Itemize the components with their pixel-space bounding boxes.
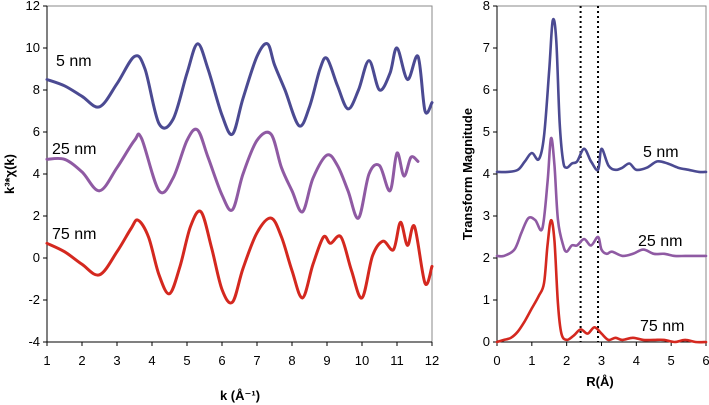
r-space-y-tick-label: 7: [483, 40, 490, 55]
r-space-y-tick-label: 0: [483, 334, 490, 349]
k-space-y-axis-label: k³*χ(k): [2, 154, 17, 194]
k-space-y-tick-label: 2: [33, 208, 40, 223]
k-space-x-ticks: 1 2 3 4 5 6 7 8 9 10 11 12: [43, 342, 439, 368]
k-space-x-tick-label: 5: [183, 353, 190, 368]
k-space-x-tick-label: 1: [43, 353, 50, 368]
k-space-x-tick-label: 2: [78, 353, 85, 368]
k-space-y-tick-label: -2: [28, 292, 40, 307]
r-space-x-tick-label: 2: [563, 353, 570, 368]
r-space-x-tick-label: 0: [493, 353, 500, 368]
r-space-label-5nm: 5 nm: [643, 144, 679, 161]
k-space-y-tick-label: 8: [33, 82, 40, 97]
r-space-x-tick-label: 5: [668, 353, 675, 368]
r-space-y-axis-label: Transform Magnitude: [460, 108, 475, 240]
k-space-x-tick-label: 11: [390, 353, 404, 368]
r-space-y-tick-label: 4: [483, 166, 490, 181]
k-space-y-tick-label: 10: [26, 40, 40, 55]
k-space-x-tick-label: 8: [288, 353, 295, 368]
k-space-x-tick-label: 7: [253, 353, 260, 368]
r-space-x-tick-label: 3: [598, 353, 605, 368]
r-space-y-tick-label: 5: [483, 124, 490, 139]
k-space-y-tick-label: 4: [33, 166, 40, 181]
k-space-y-tick-label: -4: [28, 334, 40, 349]
r-space-x-axis-label: R(Å): [586, 374, 613, 389]
r-space-line-5nm: [495, 17, 708, 174]
k-space-series: [45, 42, 434, 305]
r-space-line-25nm: [495, 136, 708, 258]
r-space-label-75nm: 75 nm: [640, 318, 684, 335]
r-space-label-25nm: 25 nm: [638, 233, 682, 250]
r-space-y-tick-label: 6: [483, 82, 490, 97]
r-space-x-tick-label: 1: [528, 353, 535, 368]
k-space-label-25nm: 25 nm: [52, 141, 96, 158]
k-space-line-25nm: [45, 127, 420, 220]
r-space-x-ticks: 0 1 2 3 4 5 6: [493, 342, 709, 368]
k-space-x-tick-label: 4: [148, 353, 155, 368]
k-space-label-5nm: 5 nm: [56, 53, 92, 70]
k-space-x-tick-label: 6: [218, 353, 225, 368]
r-space-y-tick-label: 8: [483, 0, 490, 13]
r-space-y-ticks: 0 1 2 3 4 5 6 7 8: [483, 0, 497, 349]
k-space-label-75nm: 75 nm: [52, 226, 96, 243]
r-space-plot-frame: [496, 5, 707, 343]
k-space-x-tick-label: 10: [355, 353, 369, 368]
k-space-line-5nm: [45, 42, 434, 137]
r-space-x-tick-label: 6: [702, 353, 709, 368]
k-space-y-tick-label: 12: [26, 0, 40, 13]
r-space-vlines: [579, 6, 600, 342]
r-space-x-tick-label: 4: [633, 353, 640, 368]
r-space-y-tick-label: 3: [483, 208, 490, 223]
k-space-x-tick-label: 3: [113, 353, 120, 368]
k-space-x-tick-label: 12: [425, 353, 439, 368]
r-space-series: [495, 17, 708, 344]
k-space-line-75nm: [45, 209, 434, 305]
r-space-line-75nm: [495, 218, 708, 344]
r-space-y-tick-label: 1: [483, 292, 490, 307]
r-space-y-tick-label: 2: [483, 250, 490, 265]
k-space-y-ticks: -4 -2 0 2 4 6 8 10 12: [26, 0, 47, 349]
k-space-x-axis-label: k (Å⁻¹): [220, 388, 260, 403]
k-space-y-tick-label: 6: [33, 124, 40, 139]
k-space-plot-frame: [46, 5, 433, 343]
k-space-y-tick-label: 0: [33, 250, 40, 265]
k-space-x-tick-label: 9: [323, 353, 330, 368]
